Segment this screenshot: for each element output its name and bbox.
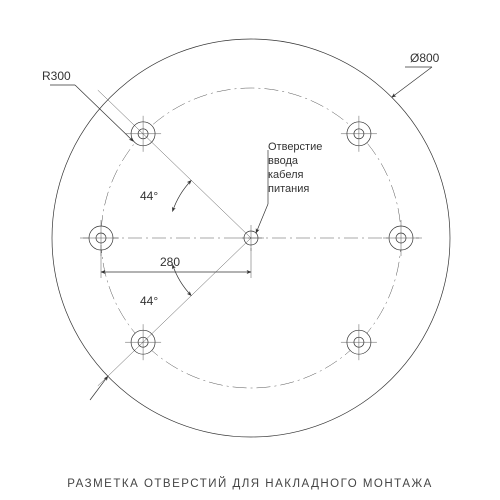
- center-note-line1: Отверстие: [268, 141, 322, 153]
- dim-h-label: 280: [160, 255, 180, 269]
- screw-lr: [341, 324, 377, 360]
- center-note-line2: ввода: [268, 155, 299, 167]
- center-note-line4: питания: [268, 183, 309, 195]
- radius-label: R300: [42, 69, 71, 83]
- diameter-label: Ø800: [410, 51, 440, 65]
- radial-ul: [98, 90, 251, 238]
- angle-bottom-label: 44°: [140, 294, 158, 308]
- screw-ur: [341, 116, 377, 152]
- tangent-arrow-bl: [90, 376, 108, 400]
- center-note-line3: кабеля: [268, 169, 304, 181]
- caption: РАЗМЕТКА ОТВЕРСТИЙ ДЛЯ НАКЛАДНОГО МОНТАЖ…: [67, 477, 433, 490]
- center-note-callout: Отверстие ввода кабеля питания: [256, 141, 322, 233]
- diameter-callout: Ø800: [392, 51, 440, 97]
- mounting-hole-layout-diagram: Ø800 Отверстие ввода кабеля питания 280 …: [0, 0, 500, 500]
- radius-callout: R300: [42, 69, 133, 141]
- screw-mr: [383, 220, 419, 256]
- angle-top: 44°: [140, 180, 191, 211]
- angle-bottom: 44°: [140, 265, 191, 308]
- angle-top-label: 44°: [140, 189, 158, 203]
